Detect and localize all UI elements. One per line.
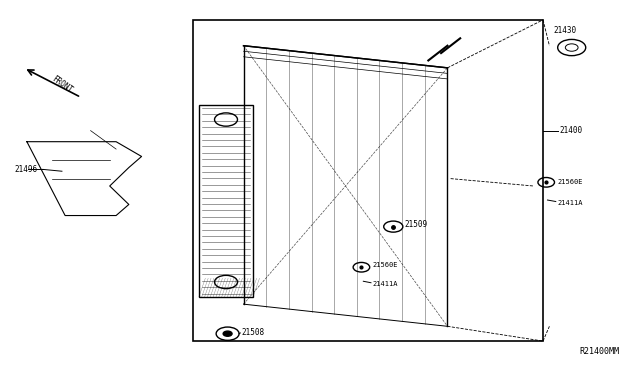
Text: 21430: 21430 [554, 26, 577, 35]
Text: 21411A: 21411A [557, 200, 582, 206]
Text: 21411A: 21411A [372, 281, 397, 287]
Circle shape [223, 331, 232, 336]
Bar [199, 105, 253, 297]
Text: 21509: 21509 [404, 220, 428, 229]
Text: FRONT: FRONT [50, 74, 74, 95]
Text: 21400: 21400 [559, 126, 582, 135]
Text: 21560E: 21560E [372, 262, 397, 268]
Bar [193, 20, 543, 341]
Text: 21496: 21496 [14, 165, 37, 174]
Text: 21508: 21508 [242, 328, 265, 337]
Text: 21560E: 21560E [557, 179, 582, 185]
Text: R21400MM: R21400MM [579, 347, 620, 356]
